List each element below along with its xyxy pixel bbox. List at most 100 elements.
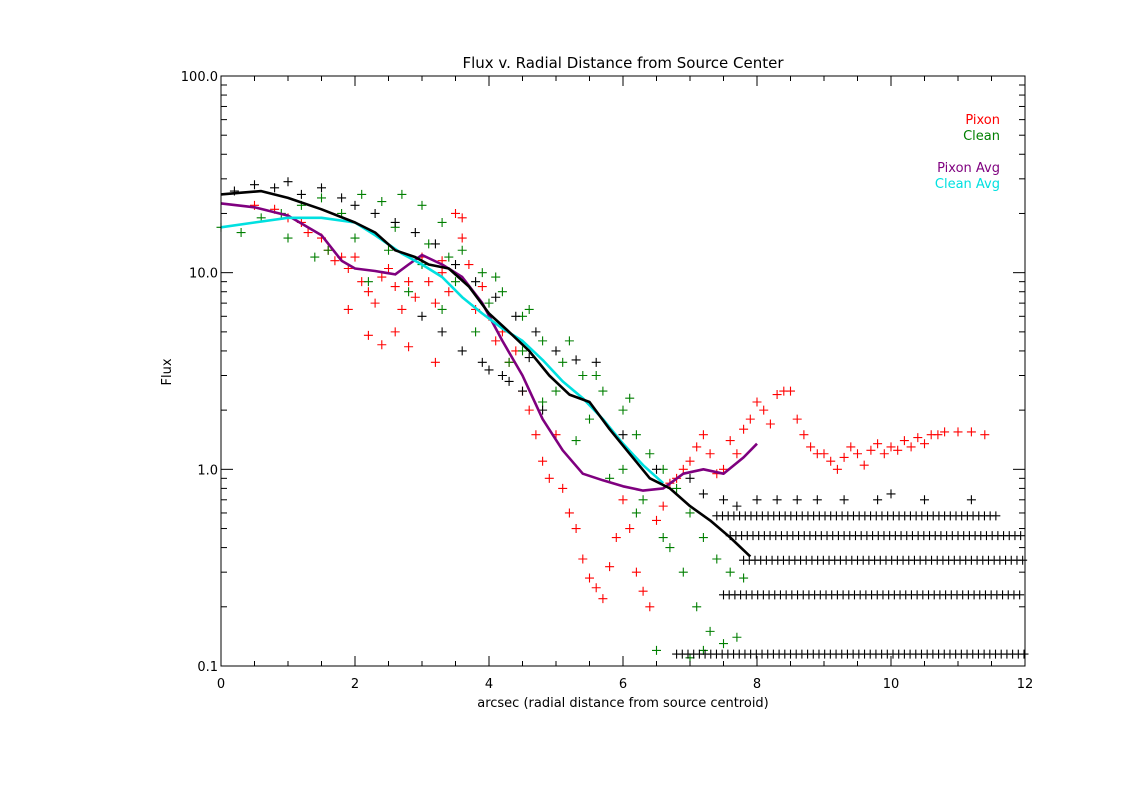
legend-entry: Clean: [963, 129, 1000, 144]
clean-point: [705, 626, 715, 636]
pixon-point: [370, 298, 380, 308]
pixon-point: [678, 464, 688, 474]
pixon-point: [430, 298, 440, 308]
y-axis-label: Flux: [160, 358, 175, 385]
black-markers-point: [591, 357, 601, 367]
pixon-point: [564, 508, 574, 518]
clean-point: [732, 632, 742, 642]
black-markers-point: [719, 495, 728, 505]
pixon-point: [430, 357, 440, 367]
black-markers-point: [337, 193, 347, 203]
pixon-avg-series-line: [220, 202, 758, 492]
pixon-point: [739, 424, 749, 434]
pixon-point: [625, 524, 635, 534]
pixon-point: [759, 405, 769, 415]
pixon-point: [451, 208, 460, 218]
clean-point: [357, 189, 367, 199]
pixon-point: [853, 449, 862, 459]
black-markers-point: [531, 327, 541, 337]
black-markers-point: [571, 355, 581, 365]
pixon-point: [424, 277, 434, 287]
clean-point: [631, 508, 641, 518]
clean-point: [712, 554, 722, 564]
pixon-point: [397, 304, 407, 314]
clean-point: [725, 567, 735, 577]
pixon-point: [913, 433, 923, 443]
pixon-point: [538, 456, 548, 466]
black-markers-point: [518, 386, 527, 396]
black-markers-point: [698, 489, 708, 499]
clean-point: [477, 268, 487, 278]
pixon-point: [819, 449, 829, 459]
black-markers-point: [511, 311, 521, 321]
black-markers-point: [270, 183, 280, 193]
plot-frame: [220, 75, 1026, 667]
clean-point: [698, 533, 708, 543]
legend-entry: Clean Avg: [935, 177, 1000, 192]
black-markers-point: [732, 501, 742, 511]
black-markers-point: [772, 495, 782, 505]
clean-point: [317, 193, 326, 203]
pixon-point: [558, 483, 568, 493]
pixon-point: [685, 456, 695, 466]
pixon-point: [765, 419, 775, 429]
black-markers-point: [430, 239, 440, 249]
x-tick-label: 10: [883, 677, 900, 692]
pixon-point: [698, 430, 708, 440]
pixon-point: [363, 330, 373, 340]
pixon-point: [725, 436, 735, 446]
clean-point: [665, 543, 675, 553]
clean-point: [363, 277, 373, 287]
clean-point: [504, 357, 514, 367]
clean-point: [564, 336, 574, 346]
pixon-point: [879, 449, 889, 459]
black-markers-point: [839, 495, 849, 505]
clean-point: [739, 573, 749, 583]
chart-title: Flux v. Radial Distance from Source Cent…: [462, 54, 784, 72]
clean-point: [551, 386, 561, 396]
clean-point: [678, 567, 688, 577]
pixon-point: [544, 473, 554, 483]
x-tick-label: 6: [619, 677, 627, 692]
pixon-point: [457, 213, 467, 223]
legend-entry: Pixon: [965, 113, 1000, 128]
clean-point: [585, 414, 594, 424]
black-markers-point: [350, 200, 360, 210]
data-layer: [216, 177, 1029, 663]
clean-point: [444, 252, 454, 262]
clean-point: [645, 449, 655, 459]
pixon-point: [692, 442, 702, 452]
clean-point: [437, 304, 447, 314]
clean-point: [437, 217, 447, 227]
y-tick-label: 1.0: [197, 463, 218, 478]
black-markers-point: [685, 473, 695, 483]
pixon-point: [899, 436, 909, 446]
clean-point: [685, 653, 695, 663]
pixon-point: [752, 397, 762, 407]
pixon-point: [786, 386, 795, 396]
black-bands-point: [1018, 555, 1028, 565]
pixon-point: [920, 439, 929, 449]
clean-point: [451, 277, 460, 287]
black-markers-point: [250, 180, 259, 190]
clean-point: [457, 245, 467, 255]
clean-point: [377, 197, 387, 207]
black-markers-point: [652, 464, 661, 474]
black-bands-point: [1019, 649, 1029, 659]
clean-point: [538, 397, 548, 407]
pixon-point: [605, 562, 615, 572]
pixon-point: [732, 449, 742, 459]
pixon-point: [940, 427, 950, 437]
pixon-point: [464, 260, 474, 270]
clean-point: [404, 287, 414, 297]
pixon-point: [893, 445, 903, 455]
pixon-point: [873, 439, 883, 449]
pixon-point: [618, 495, 628, 505]
clean-point: [384, 245, 393, 255]
clean-point: [618, 464, 628, 474]
black-markers-point: [410, 228, 420, 238]
pixon-point: [531, 430, 541, 440]
black-markers-point: [497, 370, 507, 380]
black-markers-point: [417, 311, 427, 321]
